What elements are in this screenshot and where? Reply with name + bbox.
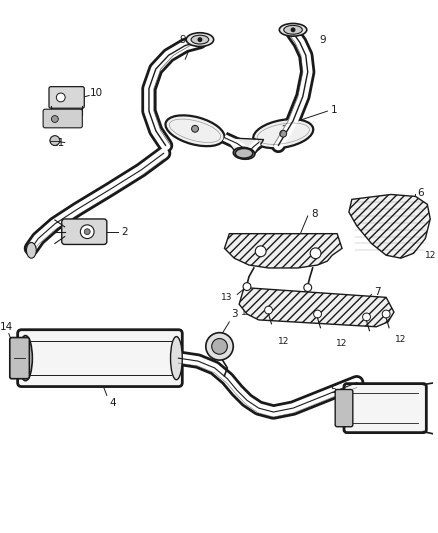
Ellipse shape — [186, 33, 214, 46]
Circle shape — [50, 136, 60, 146]
Circle shape — [212, 338, 227, 354]
Text: 2: 2 — [121, 227, 128, 237]
Circle shape — [314, 310, 321, 318]
Text: 12: 12 — [395, 335, 406, 344]
Circle shape — [280, 130, 286, 137]
Text: 8: 8 — [312, 209, 318, 219]
Circle shape — [363, 313, 371, 321]
Text: 7: 7 — [374, 287, 381, 297]
Text: 12: 12 — [278, 336, 289, 345]
FancyBboxPatch shape — [344, 384, 426, 433]
Polygon shape — [224, 138, 264, 157]
Circle shape — [255, 246, 266, 257]
Polygon shape — [224, 233, 342, 268]
Text: 10: 10 — [90, 87, 103, 98]
FancyBboxPatch shape — [10, 337, 29, 379]
Ellipse shape — [166, 115, 225, 146]
Circle shape — [382, 310, 390, 318]
FancyBboxPatch shape — [62, 219, 107, 245]
FancyBboxPatch shape — [49, 87, 84, 108]
Text: 5: 5 — [331, 385, 337, 395]
Circle shape — [304, 284, 312, 292]
Text: 12: 12 — [241, 308, 253, 317]
Circle shape — [310, 248, 321, 259]
FancyBboxPatch shape — [43, 109, 82, 128]
Ellipse shape — [279, 23, 307, 36]
Text: 14: 14 — [0, 322, 14, 332]
Circle shape — [80, 225, 94, 239]
Text: 9: 9 — [179, 36, 186, 45]
Circle shape — [84, 229, 90, 235]
Ellipse shape — [191, 35, 209, 44]
Circle shape — [290, 27, 296, 33]
Circle shape — [191, 125, 198, 132]
Polygon shape — [349, 195, 430, 258]
Text: 12: 12 — [302, 308, 314, 317]
Text: 1: 1 — [331, 105, 338, 115]
Ellipse shape — [233, 147, 255, 159]
Ellipse shape — [170, 336, 182, 379]
Text: 4: 4 — [110, 398, 117, 408]
Text: 6: 6 — [417, 188, 424, 198]
Text: 13: 13 — [221, 293, 232, 302]
Circle shape — [265, 306, 272, 314]
Ellipse shape — [253, 119, 313, 148]
FancyBboxPatch shape — [18, 330, 182, 386]
Text: 12: 12 — [336, 338, 348, 348]
Ellipse shape — [19, 336, 32, 381]
Circle shape — [51, 116, 58, 123]
Circle shape — [243, 282, 251, 290]
FancyBboxPatch shape — [335, 390, 353, 427]
Text: 11: 11 — [51, 138, 65, 148]
Text: 3: 3 — [231, 309, 238, 319]
Text: 9: 9 — [319, 36, 326, 45]
Ellipse shape — [26, 243, 36, 258]
Circle shape — [206, 333, 233, 360]
Ellipse shape — [284, 26, 302, 34]
Ellipse shape — [437, 383, 438, 435]
Text: 12: 12 — [425, 251, 437, 260]
Circle shape — [198, 37, 202, 42]
Polygon shape — [239, 288, 394, 327]
Circle shape — [57, 93, 65, 102]
